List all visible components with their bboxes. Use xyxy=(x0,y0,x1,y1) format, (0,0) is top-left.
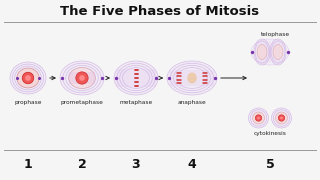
Ellipse shape xyxy=(257,44,267,59)
Circle shape xyxy=(280,117,283,119)
Ellipse shape xyxy=(273,44,283,59)
Circle shape xyxy=(22,72,34,84)
Text: telophase: telophase xyxy=(260,32,290,37)
Text: prometaphase: prometaphase xyxy=(60,100,103,105)
Circle shape xyxy=(278,115,285,121)
Circle shape xyxy=(257,117,260,119)
Circle shape xyxy=(249,108,268,128)
Circle shape xyxy=(255,115,262,121)
Ellipse shape xyxy=(270,39,286,65)
Ellipse shape xyxy=(10,62,46,94)
Ellipse shape xyxy=(254,39,270,65)
Text: 2: 2 xyxy=(78,159,86,172)
Text: 5: 5 xyxy=(266,159,274,172)
Circle shape xyxy=(76,72,88,84)
Text: prophase: prophase xyxy=(14,100,42,105)
Ellipse shape xyxy=(187,73,197,84)
Text: metaphase: metaphase xyxy=(119,100,153,105)
Text: 4: 4 xyxy=(188,159,196,172)
Ellipse shape xyxy=(17,68,39,88)
Ellipse shape xyxy=(69,68,95,89)
Ellipse shape xyxy=(60,61,104,95)
Circle shape xyxy=(25,75,31,81)
Ellipse shape xyxy=(167,61,217,95)
Circle shape xyxy=(79,75,85,81)
Ellipse shape xyxy=(251,39,289,65)
Text: cytokinesis: cytokinesis xyxy=(253,131,286,136)
Ellipse shape xyxy=(114,61,158,95)
Circle shape xyxy=(271,108,292,128)
Text: 1: 1 xyxy=(24,159,32,172)
Text: The Five Phases of Mitosis: The Five Phases of Mitosis xyxy=(60,4,260,17)
Text: anaphase: anaphase xyxy=(178,100,206,105)
Text: 3: 3 xyxy=(132,159,140,172)
Circle shape xyxy=(252,112,265,124)
Circle shape xyxy=(276,112,287,124)
